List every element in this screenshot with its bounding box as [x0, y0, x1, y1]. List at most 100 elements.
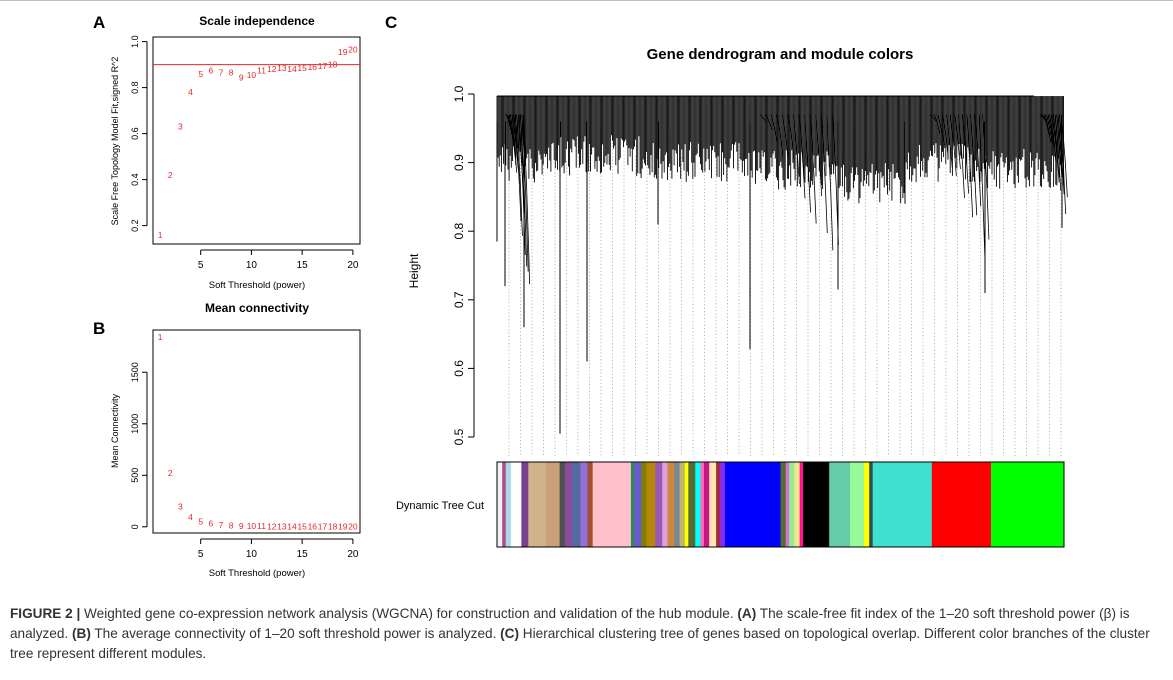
chart-b-point-label-20: 20	[348, 522, 358, 532]
chart-a-x-tick-label: 20	[347, 260, 359, 271]
chart-a-point-label-1: 1	[158, 230, 163, 240]
dendrogram-fringe	[978, 114, 986, 257]
dendrogram-fringe	[832, 114, 839, 245]
dendrogram-fringe	[1059, 114, 1067, 214]
caption-text-a: The scale-free fit index of the 1–20 sof…	[10, 606, 1130, 641]
chart-b-x-tick-label: 5	[198, 549, 204, 560]
module-color-bar	[496, 461, 1065, 548]
chart-c-title: Gene dendrogram and module colors	[647, 46, 914, 63]
chart-a-point-label-4: 4	[188, 87, 193, 97]
dendrogram-fringe	[514, 114, 522, 222]
module-color-segment	[724, 462, 757, 547]
chart-a-point-label-2: 2	[168, 170, 173, 180]
dendrogram-fringe	[954, 114, 961, 170]
dendrogram-fringe	[770, 114, 778, 142]
caption-figure-label: FIGURE 2 |	[10, 606, 81, 621]
dendrogram-fringe	[941, 114, 949, 158]
module-color-segment	[679, 462, 686, 547]
chart-b-point-label-11: 11	[257, 521, 266, 531]
chart-b-point-label-15: 15	[297, 522, 307, 532]
chart-b-x-tick-label: 20	[347, 549, 359, 560]
module-color-segment	[674, 462, 681, 547]
chart-a-point-label-8: 8	[229, 68, 234, 78]
color-bar-label: Dynamic Tree Cut	[396, 500, 484, 512]
module-color-segment	[559, 462, 566, 547]
chart-b-point-label-2: 2	[168, 468, 173, 478]
chart-b-point-label-9: 9	[239, 521, 244, 531]
dendrogram-fringe	[1044, 114, 1052, 143]
chart-b-point-label-17: 17	[318, 522, 328, 532]
module-color-segment	[662, 462, 668, 547]
module-color-segment	[510, 462, 522, 547]
module-color-segment	[872, 462, 901, 547]
dendrogram-fringe	[820, 114, 828, 233]
dendrogram-fringe	[1042, 114, 1050, 135]
chart-a-x-tick-label: 5	[198, 260, 204, 271]
chart-b-point-label-19: 19	[338, 522, 348, 532]
module-color-segment	[756, 462, 781, 547]
dendrogram-fringe	[958, 114, 965, 198]
dendrogram-fringe	[521, 114, 529, 272]
chart-a-xlabel: Soft Threshold (power)	[209, 280, 305, 291]
dendrogram-fringe	[966, 114, 974, 218]
chart-b-point-label-3: 3	[178, 502, 183, 512]
chart-a-point-label-6: 6	[208, 65, 213, 75]
chart-c-y-tick-label: 0.7	[452, 291, 466, 308]
chart-a-point-label-20: 20	[348, 45, 358, 55]
dendrogram-fringe	[933, 114, 941, 134]
module-color-segment	[655, 462, 663, 547]
chart-a-point-label-3: 3	[178, 122, 183, 132]
chart-c-y-tick-label: 1.0	[452, 85, 466, 102]
dendrogram-fringe	[945, 114, 953, 168]
module-color-segment	[716, 462, 721, 547]
module-color-segment	[869, 462, 874, 547]
dendrogram-fringe	[1056, 114, 1063, 186]
chart-c: Gene dendrogram and module colors 0.5 0.6…	[396, 46, 1068, 548]
module-color-segment	[703, 462, 710, 547]
chart-a-point-label-14: 14	[287, 64, 297, 74]
chart-a-point-label-16: 16	[308, 62, 318, 72]
dendrogram-fringe	[809, 114, 817, 224]
chart-a-y-tick-label: 0.8	[130, 81, 140, 94]
module-color-segment	[990, 462, 1065, 547]
chart-a-point-label-18: 18	[328, 60, 338, 70]
chart-b-title: Mean connectivity	[205, 301, 309, 315]
module-color-segment	[695, 462, 701, 547]
caption-tag-c: (C)	[500, 626, 520, 641]
chart-a-point-label-5: 5	[198, 69, 203, 79]
module-color-segment	[641, 462, 647, 547]
chart-b-x-tick-label: 15	[297, 549, 309, 560]
dendrogram-fringe	[962, 114, 969, 194]
module-color-segment	[571, 462, 581, 547]
chart-a-point-label-11: 11	[257, 65, 266, 75]
dendrogram-fringe	[949, 114, 957, 177]
chart-a-y-tick-label: 0.4	[130, 173, 140, 186]
module-color-segment	[863, 462, 870, 547]
chart-a-ylabel: Scale Free Topology Model Fit,signed R^2	[110, 57, 120, 226]
dendrogram-fringe	[798, 114, 806, 199]
panel-letter-a: A	[93, 13, 105, 32]
dendrogram-fringe	[982, 114, 990, 240]
chart-a-point-label-19: 19	[338, 47, 348, 57]
module-color-segment	[646, 462, 656, 547]
dendrogram-fringe	[759, 114, 767, 122]
chart-a-y-tick-label: 0.6	[130, 127, 140, 140]
module-color-segment	[580, 462, 588, 547]
module-color-segment	[794, 462, 801, 547]
module-color-segment	[829, 462, 851, 547]
module-color-segment	[502, 462, 507, 547]
chart-b-y-tick-label: 1500	[130, 362, 140, 382]
chart-b-point-label-13: 13	[277, 521, 287, 531]
chart-a-point-label-15: 15	[297, 63, 307, 73]
module-color-segment	[799, 462, 804, 547]
dendrogram-fringe	[1052, 114, 1060, 183]
chart-b-point-label-8: 8	[229, 520, 234, 530]
dendrogram-fringe	[970, 114, 978, 216]
module-color-segment	[719, 462, 726, 547]
dendrogram	[496, 95, 1068, 456]
chart-c-y-tick-label: 0.9	[452, 154, 466, 171]
dendrogram-fringe	[804, 114, 811, 213]
module-color-segment	[587, 462, 594, 547]
module-color-segment	[803, 462, 830, 547]
chart-b-point-label-5: 5	[198, 517, 203, 527]
